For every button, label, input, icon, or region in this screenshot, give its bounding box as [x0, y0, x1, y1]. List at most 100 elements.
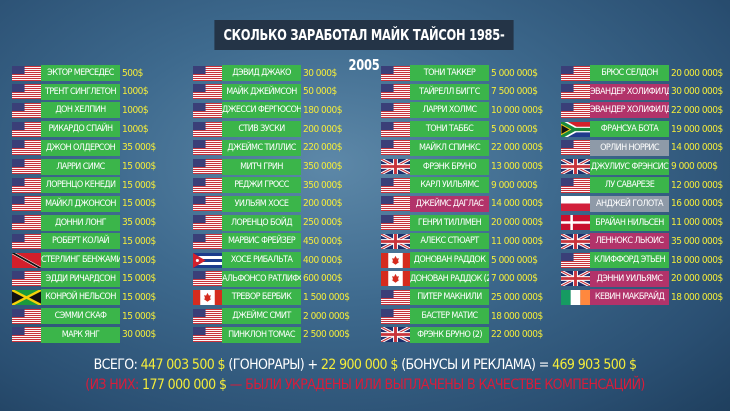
opponent-name: ДОННИ ЛОНГ — [41, 214, 120, 231]
fight-row: ЭВАНДЕР ХОЛИФИЛД 30 000 000$ — [561, 83, 723, 100]
fight-row: ДЖОН ОЛДЕРСОН 35 000$ — [12, 139, 156, 156]
flag-cuba-icon — [193, 252, 222, 268]
purse-amount: 18 000 000$ — [671, 254, 723, 266]
fight-row: МАРК ЯНГ 30 000$ — [12, 326, 156, 343]
note-amount: 177 000 000 $ — [142, 377, 227, 393]
opponent-name: ДЖУЛИУС ФРЭНСИС — [590, 158, 669, 175]
purse-amount: 35 000$ — [122, 217, 156, 229]
purse-amount: 200 000$ — [303, 123, 342, 135]
fight-row: БАСТЕР МАТИС 18 000 000$ — [381, 308, 543, 325]
opponent-name: АНДЖЕЙ ГОЛОТА — [590, 195, 669, 212]
opponent-name: КЕВИН МАКБРАЙД — [590, 289, 669, 306]
opponent-name: КАРЛ УИЛЬЯМС — [410, 177, 489, 194]
fight-row: РОБЕРТ КОЛАЙ 15 000$ — [12, 233, 156, 250]
purse-amount: 5 000 000$ — [491, 123, 538, 135]
purse-amount: 14 000 000$ — [671, 142, 723, 154]
opponent-name: ХОСЕ РИБАЛЬТА — [222, 252, 301, 268]
purse-amount: 1000$ — [122, 123, 149, 135]
flag-usa-icon — [12, 159, 41, 174]
purse-amount: 18 000 000$ — [671, 291, 723, 303]
purse-amount: 15 000$ — [122, 235, 156, 247]
purse-amount: 400 000$ — [303, 254, 342, 266]
fight-row: ЛОРЕНЦО КЕНЕДИ 15 000$ — [12, 177, 156, 194]
flag-usa-icon — [193, 233, 222, 249]
total-line: ВСЕГО: 447 003 500 $ (ГОНОРАРЫ) + 22 900… — [0, 357, 730, 373]
opponent-name: ДЖОН ОЛДЕРСОН — [41, 139, 120, 156]
opponent-name: ГЕНРИ ТИЛЛМЕН — [410, 214, 489, 231]
fight-row: ФРАНСУА БОТА 19 000 000$ — [561, 121, 723, 138]
opponent-name: ДЖЕССИ ФЕРГЮСОН — [222, 102, 301, 119]
flag-usa-icon — [12, 102, 41, 118]
purse-amount: 11 000 000$ — [491, 235, 543, 247]
opponent-name: ЛАРРИ ХОЛМС — [410, 102, 489, 119]
fight-row: ЛАРРИ ХОЛМС 10 000 000$ — [381, 102, 543, 119]
opponent-name: ЛОРЕНЦО КЕНЕДИ — [41, 177, 120, 194]
flag-trinidad-icon — [12, 252, 41, 268]
flag-usa-icon — [12, 84, 41, 100]
fight-row: КОНРОЙ НЕЛЬСОН 15 000$ — [12, 289, 156, 306]
note-text: — БЫЛИ УКРАДЕНЫ ИЛИ ВЫПЛАЧЕНЫ В КАЧЕСТВЕ… — [229, 377, 646, 393]
purse-amount: 15 000$ — [122, 310, 156, 322]
fight-row: ТОНИ ТАББС 5 000 000$ — [381, 121, 538, 138]
opponent-name: ЛЕННОКС ЛЬЮИС — [590, 233, 669, 250]
purse-amount: 13 000 000$ — [491, 161, 543, 172]
opponent-name: ТАЙРЕЛЛ БИГГС — [410, 83, 489, 100]
purse-amount: 22 000 000$ — [671, 104, 723, 116]
flag-uk-icon — [561, 271, 590, 287]
purse-amount: 250 000$ — [303, 217, 342, 229]
opponent-name: ЭВАНДЕР ХОЛИФИЛД (2) — [590, 102, 669, 119]
opponent-name: ДЖЕЙМС СМИТ — [222, 308, 301, 325]
opponent-name: ОРЛИН НОРРИС — [590, 139, 669, 156]
flag-usa-icon — [193, 196, 222, 212]
purse-amount: 15 000$ — [122, 198, 156, 210]
fees-label: (ГОНОРАРЫ) + — [228, 357, 318, 373]
purse-amount: 2 000 000$ — [303, 310, 350, 322]
fight-row: ДЖЕССИ ФЕРГЮСОН 180 000$ — [193, 102, 342, 119]
purse-amount: 350 000$ — [303, 161, 342, 172]
purse-amount: 1 500 000$ — [303, 291, 350, 303]
opponent-name: ДЭННИ УИЛЬЯМС — [590, 270, 669, 287]
purse-amount: 14 000 000$ — [491, 198, 543, 210]
purse-amount: 22 000 000$ — [491, 329, 543, 341]
opponent-name: СТЕРЛИНГ БЕНЖАМИН — [41, 252, 120, 268]
flag-usa-icon — [381, 196, 410, 212]
flag-usa-icon — [561, 177, 590, 193]
opponent-name: РЕДЖИ ГРОСС — [222, 177, 301, 194]
fight-row: ЭДДИ РИЧАРДСОН 15 000$ — [12, 270, 156, 287]
flag-usa-icon — [12, 196, 41, 212]
opponent-name: ТРЕНТ СИНГЛЕТОН — [41, 83, 120, 100]
purse-amount: 9 000 000$ — [491, 179, 538, 191]
opponent-name: ЭВАНДЕР ХОЛИФИЛД — [590, 83, 669, 100]
note-prefix: (ИЗ НИХ: — [85, 377, 139, 393]
fight-row: ДЖУЛИУС ФРЭНСИС 9 000 000$ — [561, 158, 718, 175]
opponent-name: ТОНИ ТАББС — [410, 121, 489, 138]
purse-amount: 9 000 000$ — [671, 161, 718, 172]
purse-amount: 450 000$ — [303, 235, 342, 247]
fight-row: МИТЧ ГРИН 350 000$ — [193, 158, 342, 175]
flag-usa-icon — [561, 252, 590, 268]
fight-row: АЛЬФОНСО РАТЛИФФ 600 000$ — [193, 270, 342, 287]
fight-row: ХОСЕ РИБАЛЬТА 400 000$ — [193, 252, 342, 268]
purse-amount: 220 000$ — [303, 142, 342, 154]
purse-amount: 2 500 000$ — [303, 329, 350, 341]
fight-row: КАРЛ УИЛЬЯМС 9 000 000$ — [381, 177, 538, 194]
fight-row: ДОН ХЕЛПИН 1000$ — [12, 102, 149, 119]
opponent-name: ТРЕВОР БЕРБИК — [222, 289, 301, 306]
purse-amount: 19 000 000$ — [671, 123, 723, 135]
purse-amount: 22 000 000$ — [491, 142, 543, 154]
flag-usa-icon — [561, 65, 590, 81]
fight-row: ТОНИ ТАККЕР 5 000 000$ — [381, 65, 538, 81]
opponent-name: ЛОРЕНЦО БОЙД — [222, 214, 301, 231]
fees-amount: 447 003 500 $ — [140, 357, 226, 373]
flag-usa-icon — [381, 177, 410, 193]
purse-amount: 30 000$ — [303, 67, 337, 79]
fight-row: ЛОРЕНЦО БОЙД 250 000$ — [193, 214, 342, 231]
total-label: ВСЕГО: — [93, 357, 138, 373]
opponent-name: МАЙК ДЖЕЙМСОН — [222, 83, 301, 100]
fight-row: КЕВИН МАКБРАЙД 18 000 000$ — [561, 289, 723, 306]
fight-row: ТРЕНТ СИНГЛЕТОН 1000$ — [12, 83, 149, 100]
flag-usa-icon — [193, 65, 222, 81]
purse-amount: 25 000 000$ — [491, 291, 543, 303]
flag-uk-icon — [381, 233, 410, 249]
fight-row: ГЕНРИ ТИЛЛМЕН 20 000 000$ — [381, 214, 543, 231]
